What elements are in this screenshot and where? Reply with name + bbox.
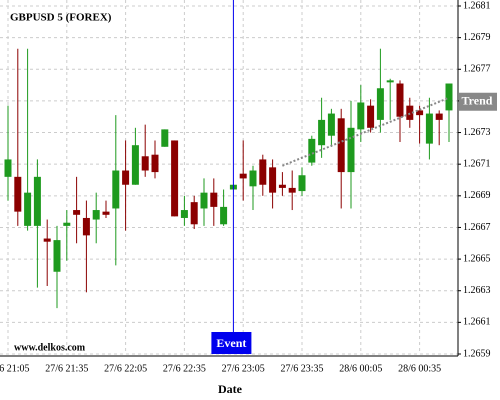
y-tick-label: 1.2679 — [463, 32, 491, 43]
y-tick-label: 1.2681 — [463, 0, 491, 11]
candle-body — [269, 167, 277, 193]
candle-body — [171, 140, 179, 217]
candle-body — [425, 113, 433, 144]
candle-body — [151, 154, 159, 173]
trend-box — [459, 92, 497, 111]
candle-body — [249, 170, 257, 187]
trend-label: Trend — [462, 93, 493, 107]
candle-body — [180, 210, 188, 218]
candle-body — [357, 102, 365, 130]
x-tick-label: 28/6 00:35 — [398, 363, 441, 374]
candle-body — [259, 159, 267, 185]
x-tick-label: 27/6 22:35 — [163, 363, 206, 374]
candle-body — [190, 202, 198, 225]
candle-body — [239, 173, 247, 179]
candle-body — [435, 113, 443, 120]
candle-body — [288, 187, 296, 193]
y-tick-label: 1.2673 — [463, 127, 491, 138]
candle-body — [141, 156, 149, 171]
candle-body — [386, 80, 394, 83]
y-tick-label: 1.2669 — [463, 190, 491, 201]
candle-body — [122, 170, 130, 185]
event-box — [211, 332, 252, 354]
candle-body — [161, 129, 169, 147]
candle-body — [200, 192, 208, 209]
candle-body — [416, 110, 424, 116]
x-tick-label: 27/6 23:35 — [280, 363, 323, 374]
y-tick-label: 1.2667 — [463, 222, 491, 233]
candle-body — [102, 211, 110, 215]
candle-body — [112, 170, 120, 209]
candle-body — [43, 238, 51, 242]
candle-body — [210, 192, 218, 207]
candle-body — [220, 206, 228, 225]
candle-body — [367, 105, 375, 128]
candle-body — [347, 127, 355, 173]
candle-body — [318, 119, 326, 146]
candle-body — [327, 113, 335, 136]
candle-body — [337, 118, 345, 173]
trend-line — [282, 96, 450, 167]
y-tick-label: 1.2677 — [463, 64, 491, 75]
y-tick-label: 1.2663 — [463, 285, 491, 296]
candle-body — [73, 210, 81, 215]
y-tick-label: 1.2661 — [463, 317, 491, 328]
candle-body — [396, 83, 404, 117]
watermark: www.delkos.com — [14, 342, 86, 353]
candle-body — [63, 222, 71, 226]
candle-body — [82, 217, 90, 236]
candle-body — [131, 145, 139, 185]
candle-body — [298, 175, 306, 192]
candle-body — [376, 88, 384, 120]
x-axis-label: Date — [218, 382, 243, 396]
event-label: Event — [216, 336, 246, 350]
candle-body — [24, 192, 32, 226]
candle-body — [14, 176, 22, 212]
candle-body — [445, 83, 453, 111]
x-tick-label: 27/6 21:35 — [45, 363, 88, 374]
candle-body — [278, 184, 286, 188]
plot-area — [0, 0, 458, 355]
x-tick-label: 27/6 23:05 — [222, 363, 265, 374]
y-tick-label: 1.2665 — [463, 253, 491, 264]
candle-body — [308, 138, 316, 163]
y-tick-label: 1.2659 — [463, 348, 491, 359]
chart-title: GBPUSD 5 (FOREX) — [10, 12, 112, 24]
y-tick-label: 1.2671 — [463, 158, 491, 169]
x-tick-label: 28/6 00:05 — [339, 363, 382, 374]
x-tick-label: 27/6 22:05 — [104, 363, 147, 374]
candle-body — [33, 176, 41, 226]
candle-body — [53, 240, 61, 272]
candle-body — [4, 159, 12, 177]
candle-body — [92, 210, 100, 220]
x-tick-label: 27/6 21:05 — [0, 363, 30, 374]
